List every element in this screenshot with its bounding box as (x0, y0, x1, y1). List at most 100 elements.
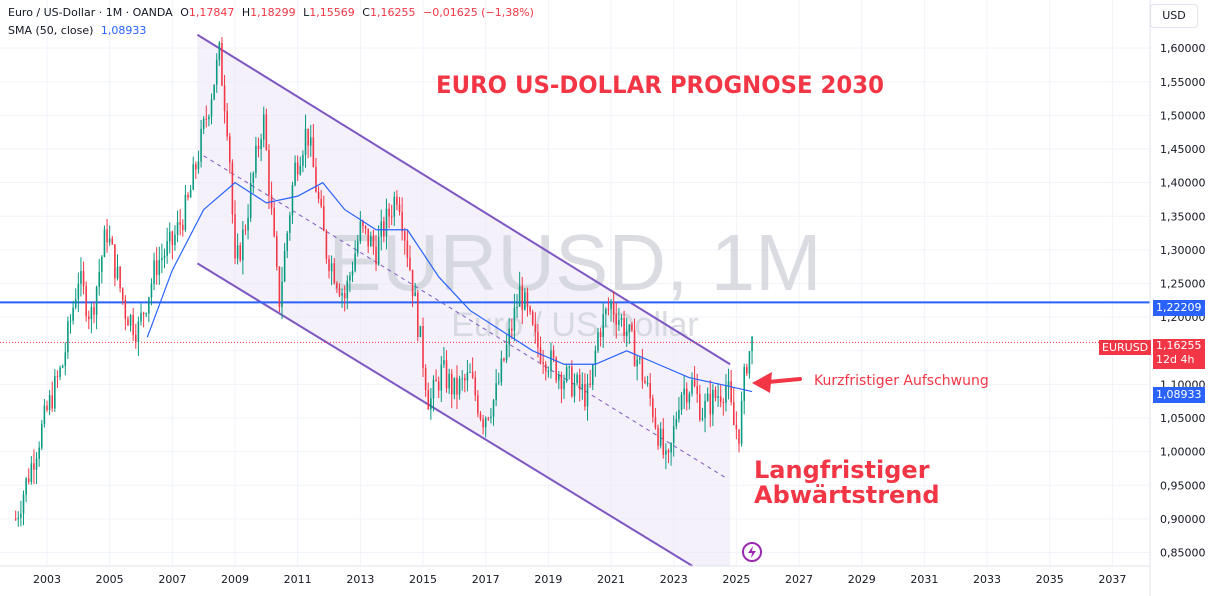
candle-body (257, 145, 260, 149)
candle-body (315, 167, 317, 192)
candle-body (691, 379, 693, 394)
candle-body (176, 222, 179, 235)
candle-body (74, 299, 77, 308)
candle-body (521, 286, 524, 310)
candle-body (87, 316, 90, 320)
time-axis[interactable]: 2003 2005 2007 2009 2011 2013 2015 2017 2019 2021… (0, 565, 1150, 586)
candle-body (127, 318, 129, 326)
candle-body (531, 311, 534, 325)
candle-body (106, 229, 108, 243)
candle-body (644, 380, 646, 384)
candle-body (638, 358, 641, 360)
candle-body (226, 111, 228, 137)
price-axis[interactable]: 1,60000 1,55000 1,50000 1,45000 1,40000 1,350… (1149, 0, 1206, 596)
candle-body (558, 374, 560, 381)
channel-lower-line (196, 262, 694, 567)
candle-body (696, 386, 698, 394)
time-tick-label: 2021 (597, 573, 625, 586)
currency-button[interactable]: USD (1150, 4, 1198, 28)
candle-body (511, 328, 513, 331)
candle-body (299, 165, 302, 175)
time-tick-label: 2037 (1098, 573, 1126, 586)
candle-body (534, 324, 537, 332)
candle-body (166, 241, 168, 256)
countdown-value: 12d 4h (1156, 353, 1195, 366)
candle-body (59, 367, 61, 377)
candle-body (743, 367, 745, 401)
candle-body (597, 332, 599, 351)
candle-body (116, 266, 119, 279)
candle-body (659, 428, 662, 446)
time-tick-label: 2035 (1036, 573, 1064, 586)
candle-body (25, 478, 27, 495)
arrow-annotation (752, 372, 802, 393)
candle-body (544, 364, 547, 372)
candle-body (414, 292, 416, 297)
candle-body (27, 478, 30, 483)
candle-body (641, 358, 644, 381)
candle-body (662, 428, 665, 455)
candle-body (325, 230, 328, 259)
candle-body (328, 258, 330, 272)
candle-body (602, 314, 604, 338)
candle-body (568, 366, 571, 368)
candle-body (17, 517, 20, 520)
candle-body (417, 292, 419, 337)
candle-body (268, 149, 270, 196)
candle-body (150, 283, 153, 298)
candle-body (351, 270, 354, 276)
candle-body (208, 116, 210, 120)
candle-body (610, 301, 612, 310)
candle-body (526, 291, 529, 307)
candle-body (654, 417, 657, 428)
trend-channel[interactable] (196, 33, 731, 567)
candle-body (479, 413, 482, 420)
candle-body (189, 189, 192, 198)
candle-body (367, 228, 369, 247)
time-tick-label: 2017 (472, 573, 500, 586)
annotation-short-term: Kurzfristiger Aufschwung (814, 373, 989, 389)
open-value: 1,17847 (188, 6, 235, 19)
candle-body (200, 128, 202, 162)
channel-fill-area (197, 34, 731, 567)
candle-body (576, 374, 578, 383)
candle-body (330, 263, 333, 272)
candle-body (443, 360, 445, 365)
symbol-label[interactable]: Euro / US-Dollar · 1M · OANDA (8, 6, 173, 19)
candle-body (469, 372, 471, 374)
candle-body (72, 307, 74, 321)
candle-body (114, 244, 116, 279)
candle-body (730, 381, 732, 403)
candle-body (215, 59, 218, 85)
candle-body (456, 377, 458, 395)
candle-body (448, 373, 450, 389)
candle-body (69, 320, 72, 322)
candle-body (132, 315, 134, 335)
candle-body (336, 283, 338, 289)
candle-body (751, 336, 753, 352)
lightning-icon[interactable] (742, 542, 762, 562)
eurusd-symbol-tag: EURUSD (1099, 340, 1151, 355)
candle-body (195, 164, 197, 170)
candle-body (620, 317, 623, 321)
sma-label[interactable]: SMA (50, close) (8, 24, 94, 37)
candle-body (356, 241, 359, 254)
sma-line (146, 181, 753, 393)
candle-body (341, 293, 343, 296)
candle-body (140, 312, 142, 322)
candle-body (260, 139, 262, 149)
low-value: 1,15569 (309, 6, 355, 19)
high-label: H (241, 6, 251, 19)
time-tick-label: 2023 (660, 573, 688, 586)
time-tick-label: 2007 (158, 573, 186, 586)
candle-body (265, 114, 268, 150)
candle-body (680, 394, 683, 410)
candle-body (294, 162, 296, 186)
candle-body (312, 137, 315, 168)
candle-body (239, 245, 242, 261)
candle-body (487, 417, 490, 419)
candle-body (607, 309, 610, 311)
candle-body (234, 214, 236, 259)
candle-body (276, 236, 278, 267)
